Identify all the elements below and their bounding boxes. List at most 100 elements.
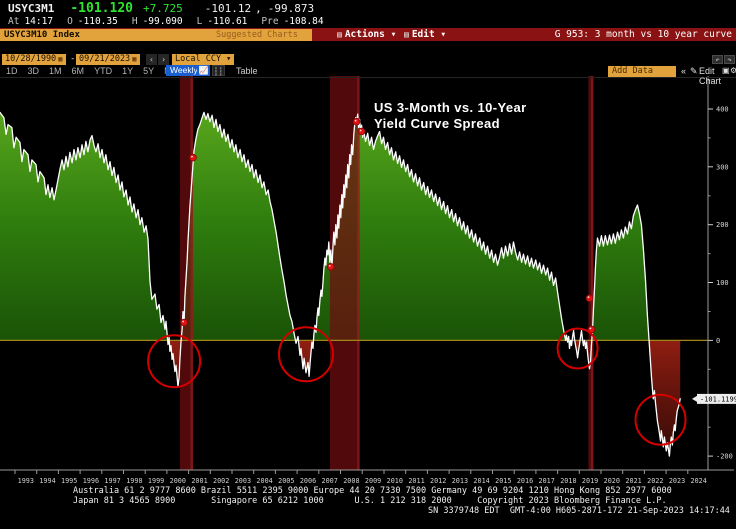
period-tabs: 1D3D1M6MYTD1Y5YMax [6, 66, 181, 76]
range-next-button[interactable]: › [158, 54, 169, 65]
open-label: O [67, 16, 73, 27]
x-axis-label: 2022 [647, 477, 663, 485]
last-value-axis-box [697, 393, 736, 404]
ohlc-line: At 14:17 O -110.35 H -99.090 L -110.61 P… [8, 16, 338, 28]
frequency-select[interactable]: Weekly ▾ [166, 65, 209, 76]
x-axis-label: 2012 [430, 477, 446, 485]
annotation-pin-icon[interactable] [189, 153, 197, 162]
settings-gear-icon[interactable]: ⚙ [730, 66, 736, 75]
x-axis-label: 2021 [625, 477, 641, 485]
chart-title-line-1: US 3-Month vs. 10-Year [374, 100, 527, 115]
add-data-input[interactable]: Add Data [608, 66, 676, 77]
x-axis-label: 2010 [387, 477, 403, 485]
edit-menu[interactable]: ▤ Edit ▾ [404, 28, 446, 41]
y-axis-label: -200 [716, 453, 733, 461]
recession-band-edge [357, 76, 360, 470]
inversion-circle-annotation[interactable] [147, 334, 202, 389]
menu-icon: ▤ [404, 30, 409, 39]
last-value-notch [692, 395, 697, 402]
period-tab-5y[interactable]: 5Y [143, 66, 155, 76]
inversion-circle-annotation[interactable] [634, 393, 687, 446]
x-axis-label: 2015 [495, 477, 511, 485]
x-axis-label: 2005 [278, 477, 294, 485]
x-axis-label: 1996 [83, 477, 99, 485]
function-title-bar: USYC3M10 Index Suggested Charts ▤ Actions… [0, 28, 736, 41]
period-tab-1d[interactable]: 1D [6, 66, 18, 76]
x-axis-label: 2018 [560, 477, 576, 485]
high-label: H [131, 16, 138, 27]
bid-ask-separator: , [255, 2, 262, 15]
annotation-pin-icon[interactable] [357, 127, 366, 136]
pencil-icon[interactable]: ✎ [690, 66, 698, 76]
quote-time: 14:17 [24, 16, 54, 27]
annotation-pin-icon[interactable] [180, 318, 188, 327]
annotation-pin-glint [191, 155, 193, 158]
y-axis-label: 100 [716, 279, 729, 287]
period-tab-1y[interactable]: 1Y [122, 66, 134, 76]
x-axis-label: 2008 [343, 477, 359, 485]
footer-contact-line-2: Japan 81 3 4565 8900 Singapore 65 6212 1… [73, 496, 667, 506]
panel-icon[interactable]: ▣ [722, 66, 730, 75]
edit-chart-button[interactable]: Edit Chart [699, 66, 722, 86]
x-axis-label: 2019 [582, 477, 598, 485]
security-input[interactable]: USYC3M10 Index [0, 28, 312, 41]
date-to-value: 09/21/2023 [79, 54, 131, 64]
x-axis-label: 2002 [213, 477, 229, 485]
annotation-pin-glint [359, 129, 362, 132]
collapse-panel-icon[interactable]: « [681, 66, 687, 76]
period-tab-ytd[interactable]: YTD [94, 66, 113, 76]
date-range-row: 10/28/1990 ▦ - 09/21/2023 ▦ ‹ › Local CCY … [0, 54, 736, 65]
x-axis-label: 2009 [365, 477, 381, 485]
ticker-symbol: USYC3M1 [8, 2, 55, 15]
period-tab-3d[interactable]: 3D [27, 66, 40, 76]
period-tab-6m[interactable]: 6M [71, 66, 85, 76]
date-range-dash: - [70, 54, 76, 64]
calendar-icon: ▦ [58, 55, 63, 63]
y-axis-label: 400 [716, 106, 729, 114]
x-axis-label: 2016 [517, 477, 533, 485]
high-value: -99.090 [142, 16, 183, 27]
spread-line [0, 111, 681, 457]
y-axis-label: 300 [716, 163, 729, 171]
annotation-pin-glint [182, 320, 185, 323]
line-chart-type-icon[interactable]: 📈 [197, 65, 210, 76]
chart-toolbar: 1D3D1M6MYTD1Y5YMax Weekly ▾ 📈 ┆┆ Table A… [0, 65, 736, 86]
date-from-value: 10/28/1990 [5, 54, 57, 64]
chart-title-line-2: Yield Curve Spread [374, 116, 500, 131]
annotation-pin-icon[interactable] [326, 263, 335, 271]
footer-contact-line-1: Australia 61 2 9777 8600 Brazil 5511 239… [73, 486, 672, 496]
x-axis-label: 2024 [691, 477, 707, 485]
annotation-pin-icon[interactable] [585, 294, 594, 303]
recession-band-edge [190, 76, 193, 470]
table-button[interactable]: Table [236, 66, 258, 76]
y-axis-label: 0 [716, 337, 720, 345]
ask-price: -99.873 [267, 2, 315, 15]
redo-icon[interactable]: ↷ [724, 55, 735, 64]
currency-select[interactable]: Local CCY ▾ [172, 54, 234, 65]
annotation-pin-icon[interactable] [352, 117, 361, 126]
x-axis-label: 2017 [539, 477, 555, 485]
low-label: L [196, 16, 203, 27]
x-axis-label: 2014 [473, 477, 489, 485]
x-axis-label: 2007 [322, 477, 338, 485]
x-axis-label: 2004 [256, 477, 272, 485]
open-value: -110.35 [77, 16, 118, 27]
x-axis-label: 1998 [126, 477, 142, 485]
undo-icon[interactable]: ↶ [712, 55, 723, 64]
security-name: USYC3M10 Index [4, 29, 80, 40]
actions-menu[interactable]: ▤ Actions ▾ [337, 28, 396, 41]
prev-value: -108.84 [283, 16, 324, 27]
last-value-axis-label: -101.1199 [700, 396, 736, 404]
inversion-circle-annotation[interactable] [556, 327, 599, 370]
candle-chart-type-icon[interactable]: ┆┆ [212, 65, 225, 76]
period-tab-1m[interactable]: 1M [49, 66, 62, 76]
date-from-input[interactable]: 10/28/1990 ▦ [2, 54, 66, 65]
suggested-charts-ghost[interactable]: Suggested Charts [216, 29, 298, 40]
calendar-icon: ▦ [132, 55, 137, 63]
inversion-circle-annotation[interactable] [278, 326, 334, 383]
date-to-input[interactable]: 09/21/2023 ▦ [76, 54, 140, 65]
range-prev-button[interactable]: ‹ [146, 54, 157, 65]
recession-band-edge [590, 76, 594, 470]
last-price: -101.120 [70, 1, 133, 16]
